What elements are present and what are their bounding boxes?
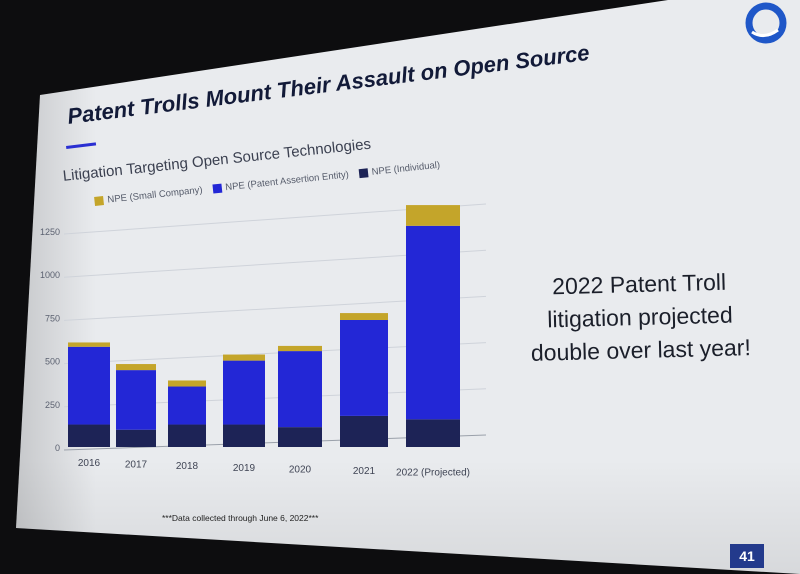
x-tick-label: 2017: [125, 460, 148, 471]
y-tick-label: 1250: [40, 227, 60, 237]
bar-segment-2022-projected--0: [406, 419, 460, 447]
bar-segment-2022-projected--2: [406, 205, 460, 226]
bar-segment-2016-2: [68, 342, 110, 347]
bar-segment-2019-0: [223, 424, 265, 447]
y-tick-label: 1000: [40, 270, 60, 280]
bar-segment-2017-1: [116, 370, 156, 430]
bar-segment-2020-1: [278, 351, 322, 428]
y-tick-label: 250: [45, 400, 60, 410]
y-tick-label: 0: [55, 443, 60, 453]
bar-segment-2017-2: [116, 364, 156, 371]
logo-icon: [745, 2, 787, 44]
bar-segment-2019-1: [223, 360, 265, 425]
y-tick-label: 750: [45, 313, 60, 323]
page-number-badge: 41: [730, 544, 764, 568]
bar-segment-2022-projected--1: [406, 225, 460, 420]
footnote: ***Data collected through June 6, 2022**…: [162, 513, 319, 523]
bar-segment-2020-0: [278, 427, 322, 447]
x-tick-label: 2022 (Projected): [396, 468, 470, 479]
bar-segment-2016-1: [68, 346, 110, 425]
bar-segment-2021-2: [340, 313, 388, 320]
bar-segment-2021-0: [340, 415, 388, 447]
bar-segment-2018-1: [168, 386, 206, 425]
bar-segment-2018-2: [168, 380, 206, 387]
x-tick-label: 2018: [176, 461, 199, 472]
callout-text: 2022 Patent Troll litigation projected d…: [499, 264, 781, 370]
y-tick-label: 500: [45, 357, 60, 367]
x-tick-label: 2020: [289, 464, 312, 475]
bar-segment-2021-1: [340, 319, 388, 416]
x-tick-label: 2016: [78, 458, 101, 469]
bar-segment-2016-0: [68, 424, 110, 447]
x-tick-label: 2019: [233, 463, 256, 474]
bar-segment-2019-2: [223, 354, 265, 361]
bar-segment-2017-0: [116, 429, 156, 447]
bar-segment-2020-2: [278, 345, 322, 352]
x-tick-label: 2021: [353, 466, 376, 477]
bar-segment-2018-0: [168, 424, 206, 447]
